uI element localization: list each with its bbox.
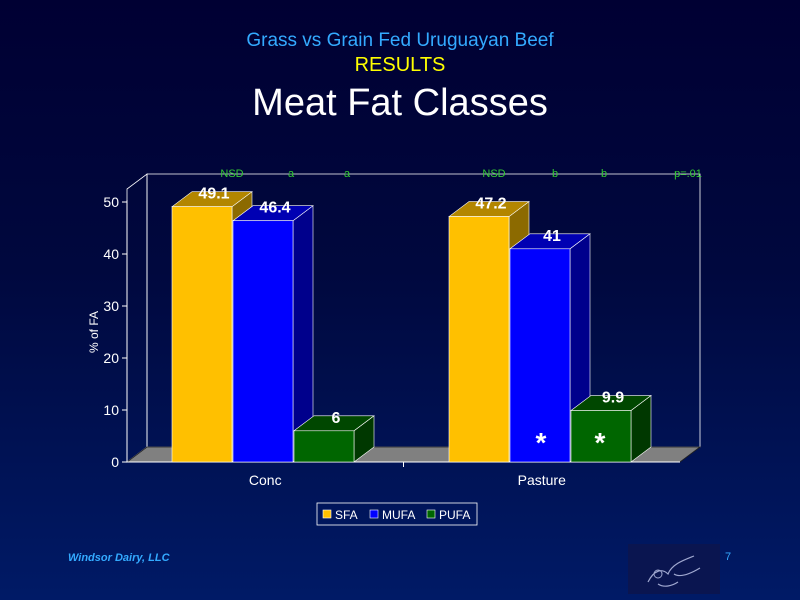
bar-sfa-pasture [448,216,510,463]
data-label: 41 [543,228,561,245]
bar-mufa-conc [232,220,294,463]
legend-box [316,502,478,526]
logo-image [628,544,720,594]
footer-company: Windsor Dairy, LLC [68,552,170,564]
y-tick-label: 0 [111,454,119,470]
data-label: 47.2 [475,196,506,213]
significance-asterisk: * [595,427,606,458]
legend-swatch-mufa [369,509,379,519]
y-tick-label: 20 [103,350,119,366]
section-label: RESULTS [354,54,446,76]
data-label: 9.9 [602,390,624,407]
bar-sfa-conc [171,206,233,463]
y-tick-label: 40 [103,246,119,262]
significance-label: b [601,168,607,180]
x-category-label: Conc [249,472,282,488]
y-tick-label: 30 [103,298,119,314]
significance-label: a [288,168,295,180]
significance-label: NSD [482,168,505,180]
significance-asterisk: * [536,427,547,458]
y-tick-label: 10 [103,402,119,418]
legend-swatch-pufa [426,509,436,519]
significance-label: b [552,168,558,180]
x-category-label: Pasture [518,472,566,488]
chart-subtitle: Grass vs Grain Fed Uruguayan Beef [246,30,554,51]
legend-label-mufa: MUFA [382,508,415,522]
logo-sketch-icon [647,555,701,587]
chart-side-wall [126,173,148,463]
data-label: 49.1 [198,186,229,203]
data-label: 46.4 [259,200,290,217]
significance-label: NSD [220,168,243,180]
legend-label-sfa: SFA [335,508,358,522]
legend-label-pufa: PUFA [439,508,470,522]
bar-mufa-pasture [509,248,571,463]
bar-pufa-pasture [570,410,632,463]
y-tick-label: 50 [103,194,119,210]
bar-pufa-conc [293,430,355,463]
data-label: 6 [332,410,341,427]
y-axis-label: % of FA [87,311,101,353]
chart-title: Meat Fat Classes [252,82,548,124]
significance-label: a [344,168,351,180]
page-number: 7 [725,551,732,563]
legend-swatch-sfa [322,509,332,519]
significance-label: p=.01 [674,168,702,180]
